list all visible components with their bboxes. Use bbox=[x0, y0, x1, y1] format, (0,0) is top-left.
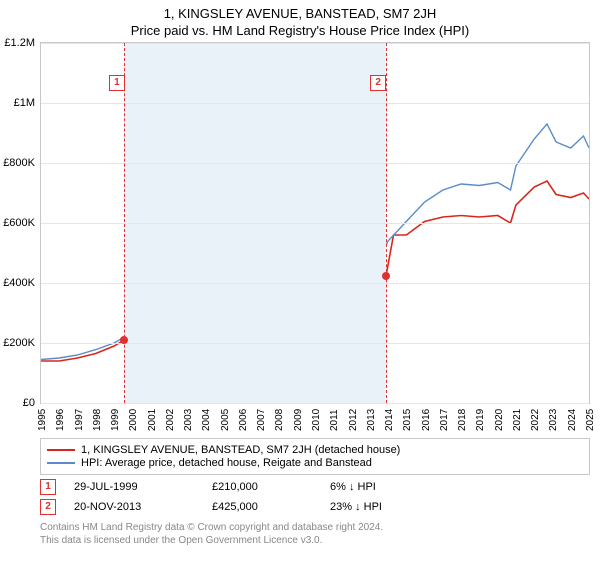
y-axis-label: £400K bbox=[3, 277, 35, 289]
chart-subtitle: Price paid vs. HM Land Registry's House … bbox=[0, 23, 600, 38]
x-axis-label: 2002 bbox=[165, 409, 176, 431]
x-axis-label: 1995 bbox=[37, 409, 48, 431]
y-axis-label: £0 bbox=[23, 397, 35, 409]
legend: 1, KINGSLEY AVENUE, BANSTEAD, SM7 2JH (d… bbox=[40, 438, 590, 475]
x-axis-label: 1999 bbox=[110, 409, 121, 431]
transaction-row: 2 20-NOV-2013 £425,000 23% ↓ HPI bbox=[40, 499, 590, 515]
transaction-marker-line bbox=[124, 43, 125, 403]
x-axis-label: 2024 bbox=[567, 409, 578, 431]
x-axis-label: 2023 bbox=[548, 409, 559, 431]
legend-swatch bbox=[47, 462, 75, 464]
x-axis-label: 2021 bbox=[512, 409, 523, 431]
transaction-marker-box: 1 bbox=[109, 75, 125, 91]
x-axis-label: 2001 bbox=[147, 409, 158, 431]
x-axis-label: 2016 bbox=[421, 409, 432, 431]
transaction-dot bbox=[382, 272, 390, 280]
x-axis-label: 2025 bbox=[585, 409, 596, 431]
legend-item: HPI: Average price, detached house, Reig… bbox=[47, 457, 583, 469]
x-axis-label: 2017 bbox=[439, 409, 450, 431]
legend-label: 1, KINGSLEY AVENUE, BANSTEAD, SM7 2JH (d… bbox=[81, 444, 400, 456]
x-axis-label: 2019 bbox=[475, 409, 486, 431]
transaction-marker-box: 1 bbox=[40, 479, 56, 495]
x-axis-label: 2015 bbox=[402, 409, 413, 431]
x-axis-label: 1997 bbox=[74, 409, 85, 431]
x-axis-label: 2006 bbox=[238, 409, 249, 431]
transaction-delta: 6% ↓ HPI bbox=[330, 481, 376, 493]
transaction-row: 1 29-JUL-1999 £210,000 6% ↓ HPI bbox=[40, 479, 590, 495]
x-axis-label: 2009 bbox=[293, 409, 304, 431]
legend-swatch bbox=[47, 449, 75, 451]
footer-attribution: Contains HM Land Registry data © Crown c… bbox=[40, 521, 590, 547]
x-axis-label: 1996 bbox=[55, 409, 66, 431]
gridline bbox=[41, 403, 589, 404]
x-axis-label: 2020 bbox=[494, 409, 505, 431]
x-axis-label: 2000 bbox=[128, 409, 139, 431]
y-axis-label: £800K bbox=[3, 157, 35, 169]
transaction-delta: 23% ↓ HPI bbox=[330, 501, 382, 513]
x-axis-label: 2007 bbox=[256, 409, 267, 431]
x-axis-label: 2013 bbox=[366, 409, 377, 431]
chart-area: £0£200K£400K£600K£800K£1M£1.2M1995199619… bbox=[40, 42, 590, 404]
transaction-marker-line bbox=[386, 43, 387, 403]
x-axis-label: 2003 bbox=[183, 409, 194, 431]
y-axis-label: £1M bbox=[14, 97, 35, 109]
transaction-marker-box: 2 bbox=[370, 75, 386, 91]
x-axis-label: 2022 bbox=[530, 409, 541, 431]
footer-line: Contains HM Land Registry data © Crown c… bbox=[40, 521, 590, 534]
legend-label: HPI: Average price, detached house, Reig… bbox=[81, 457, 372, 469]
transaction-marker-box: 2 bbox=[40, 499, 56, 515]
transaction-date: 29-JUL-1999 bbox=[74, 481, 194, 493]
x-axis-label: 2014 bbox=[384, 409, 395, 431]
x-axis-label: 2005 bbox=[220, 409, 231, 431]
x-axis-label: 2011 bbox=[329, 409, 340, 431]
legend-item: 1, KINGSLEY AVENUE, BANSTEAD, SM7 2JH (d… bbox=[47, 444, 583, 456]
transaction-date: 20-NOV-2013 bbox=[74, 501, 194, 513]
x-axis-label: 2010 bbox=[311, 409, 322, 431]
transaction-dot bbox=[120, 336, 128, 344]
y-axis-label: £200K bbox=[3, 337, 35, 349]
transactions-table: 1 29-JUL-1999 £210,000 6% ↓ HPI 2 20-NOV-2013… bbox=[40, 479, 590, 515]
x-axis-label: 2004 bbox=[201, 409, 212, 431]
x-axis-label: 2012 bbox=[348, 409, 359, 431]
y-axis-label: £1.2M bbox=[4, 37, 35, 49]
y-axis-label: £600K bbox=[3, 217, 35, 229]
x-axis-label: 2008 bbox=[274, 409, 285, 431]
footer-line: This data is licensed under the Open Gov… bbox=[40, 534, 590, 547]
transaction-price: £210,000 bbox=[212, 481, 312, 493]
chart-title: 1, KINGSLEY AVENUE, BANSTEAD, SM7 2JH bbox=[0, 6, 600, 21]
x-axis-label: 1998 bbox=[92, 409, 103, 431]
x-axis-label: 2018 bbox=[457, 409, 468, 431]
transaction-price: £425,000 bbox=[212, 501, 312, 513]
